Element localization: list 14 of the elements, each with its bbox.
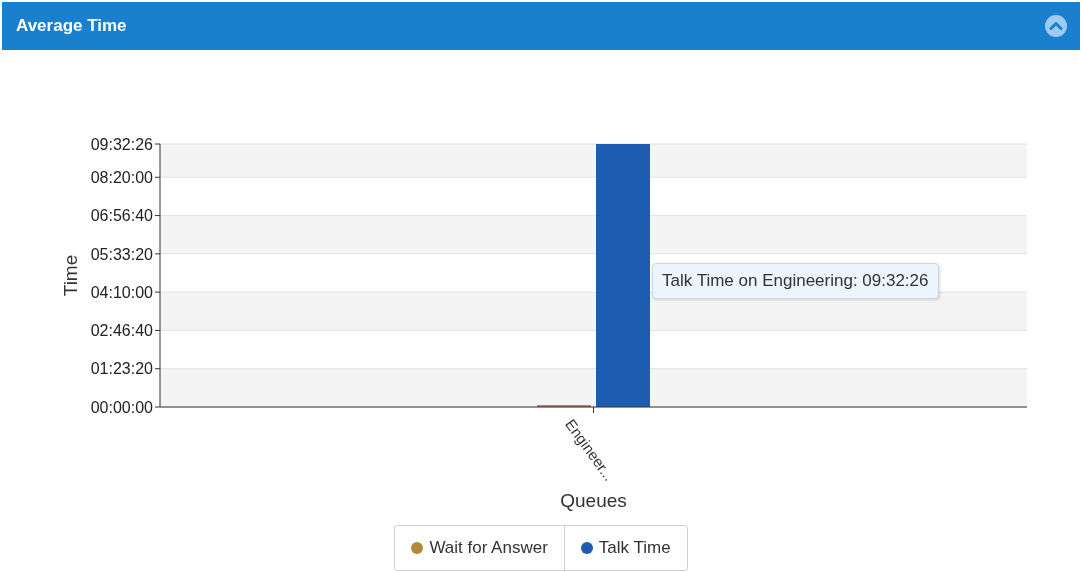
legend-label: Talk Time xyxy=(598,538,671,558)
y-tick-label: 04:10:00 xyxy=(90,283,154,301)
chart-title: Average Time xyxy=(16,15,127,37)
y-tick-label: 08:20:00 xyxy=(90,168,154,186)
legend-label: Wait for Answer xyxy=(429,538,548,558)
y-axis-title: Time xyxy=(59,254,81,297)
y-tick-label: 05:33:20 xyxy=(90,245,154,263)
x-axis-title: Queues xyxy=(560,490,627,511)
y-tick-label: 00:00:00 xyxy=(90,398,154,416)
y-tick-label: 06:56:40 xyxy=(90,207,154,225)
y-tick-label: 01:23:20 xyxy=(90,360,154,378)
y-tick-label: 02:46:40 xyxy=(90,322,154,340)
y-tick-label: 09:32:26 xyxy=(90,135,154,153)
annotation: Talk Time on Engineering: 09:32:26 xyxy=(652,263,939,299)
